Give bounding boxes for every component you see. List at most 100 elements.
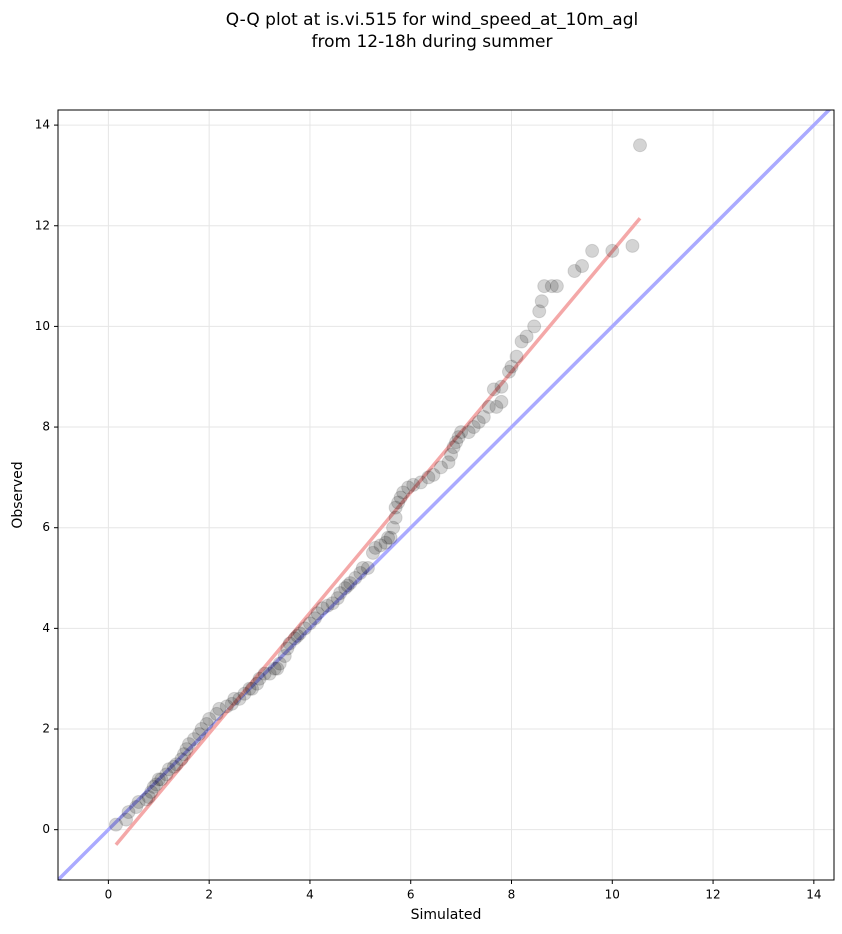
point xyxy=(209,706,224,721)
point xyxy=(146,779,161,794)
point xyxy=(119,812,134,827)
point xyxy=(325,596,340,611)
point xyxy=(527,319,542,334)
point xyxy=(257,666,272,681)
point xyxy=(192,727,207,742)
point xyxy=(481,399,496,414)
point xyxy=(446,440,461,455)
point xyxy=(330,591,345,606)
point xyxy=(501,364,516,379)
point xyxy=(373,538,388,553)
point xyxy=(131,794,146,809)
point xyxy=(159,767,174,782)
point xyxy=(292,626,307,641)
point xyxy=(227,691,242,706)
point xyxy=(575,259,590,274)
x-tick-label: 10 xyxy=(605,888,620,902)
reference-line xyxy=(114,217,642,846)
y-tick-label: 10 xyxy=(35,319,50,333)
point xyxy=(534,294,549,309)
point xyxy=(494,379,509,394)
y-tick-label: 6 xyxy=(42,520,50,534)
point xyxy=(338,581,353,596)
point xyxy=(302,616,317,631)
point xyxy=(108,817,123,832)
point xyxy=(174,752,189,767)
point xyxy=(421,470,436,485)
point xyxy=(280,641,295,656)
x-tick-label: 14 xyxy=(806,888,821,902)
point xyxy=(532,304,547,319)
point xyxy=(519,329,534,344)
point xyxy=(544,279,559,294)
point xyxy=(388,510,403,525)
x-axis-label: Simulated xyxy=(411,907,482,923)
point xyxy=(406,477,421,492)
point xyxy=(166,759,181,774)
point xyxy=(504,359,519,374)
point xyxy=(149,777,164,792)
point xyxy=(433,460,448,475)
point xyxy=(486,382,501,397)
point xyxy=(449,435,464,450)
point xyxy=(333,586,348,601)
point xyxy=(242,681,257,696)
point xyxy=(290,628,305,643)
point xyxy=(169,757,184,772)
y-tick-label: 12 xyxy=(35,218,50,232)
point xyxy=(129,800,144,815)
point xyxy=(489,399,504,414)
point xyxy=(365,545,380,560)
point xyxy=(509,349,524,364)
point xyxy=(121,805,136,820)
point xyxy=(633,138,647,153)
point xyxy=(212,701,227,716)
point xyxy=(378,535,393,550)
point xyxy=(444,447,459,462)
point xyxy=(426,467,441,482)
point xyxy=(549,279,564,294)
point xyxy=(187,732,202,747)
point xyxy=(567,264,582,279)
point xyxy=(360,560,375,575)
point xyxy=(250,676,265,691)
point xyxy=(393,490,408,505)
plot-frame xyxy=(57,109,835,881)
point xyxy=(270,661,285,676)
y-tick-label: 2 xyxy=(42,722,50,736)
point xyxy=(277,649,292,664)
y-tick-label: 4 xyxy=(42,621,50,635)
point xyxy=(451,430,466,445)
point xyxy=(310,606,325,621)
point xyxy=(396,485,411,500)
point xyxy=(194,722,209,737)
point xyxy=(353,566,368,581)
point xyxy=(141,789,156,804)
point xyxy=(315,601,330,616)
point xyxy=(154,772,169,787)
y-tick-label: 0 xyxy=(42,822,50,836)
point xyxy=(297,621,312,636)
point xyxy=(441,455,456,470)
point xyxy=(383,530,398,545)
point xyxy=(151,772,166,787)
point xyxy=(182,737,197,752)
y-tick-label: 14 xyxy=(35,118,50,132)
point xyxy=(388,500,403,515)
point xyxy=(267,661,282,676)
point xyxy=(625,238,640,253)
point xyxy=(245,681,259,696)
point xyxy=(199,716,214,731)
chart-subtitle: from 12-18h during summer xyxy=(312,32,553,52)
point xyxy=(144,784,159,799)
point xyxy=(381,530,396,545)
point xyxy=(461,425,476,440)
point xyxy=(476,409,491,424)
point xyxy=(514,334,529,349)
point xyxy=(219,699,234,714)
chart-title: Q-Q plot at is.vi.515 for wind_speed_at_… xyxy=(226,10,638,30)
point xyxy=(224,696,239,711)
point xyxy=(282,636,297,651)
point xyxy=(368,540,383,555)
